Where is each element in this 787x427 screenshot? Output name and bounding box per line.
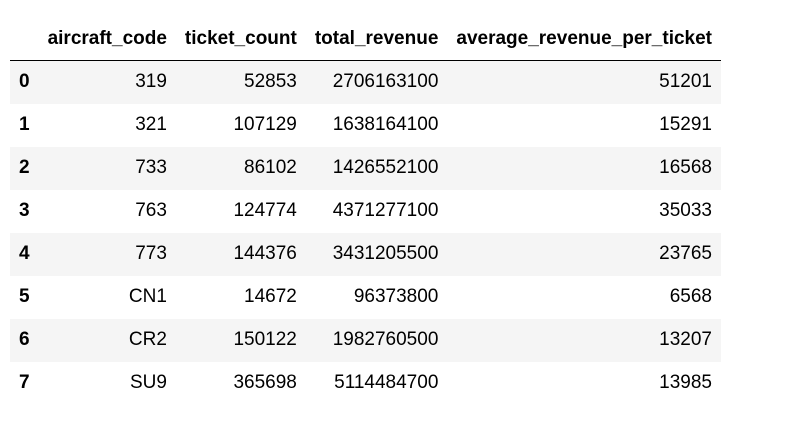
cell-ticket-count: 124774 [233,200,297,221]
header-row: aircraft_code ticket_count total_revenue… [10,17,721,61]
table-row: 4 773 144376 3431205500 23765 [10,232,721,276]
cell-total-revenue: 96373800 [353,286,439,307]
cell-average-revenue-per-ticket: 16568 [659,157,712,178]
cell-total-revenue: 2706163100 [332,71,439,93]
cell-average-revenue-per-ticket: 13207 [659,329,712,350]
cell-ticket-count: 14672 [244,286,297,307]
cell-aircraft-code: CN1 [128,286,167,307]
row-index: 6 [19,329,30,350]
cell-aircraft-code: SU9 [129,372,167,393]
cell-aircraft-code: 763 [135,200,167,221]
cell-total-revenue: 1638164100 [332,114,439,135]
cell-total-revenue: 3431205500 [332,243,439,264]
cell-total-revenue: 1426552100 [332,157,439,178]
row-index: 0 [19,71,30,93]
cell-ticket-count: 107129 [233,114,297,135]
cell-aircraft-code: 321 [135,114,167,135]
table-row: 0 319 52853 2706163100 51201 [10,60,721,104]
cell-average-revenue-per-ticket: 15291 [659,114,712,135]
cell-ticket-count: 144376 [233,243,297,264]
row-index: 4 [19,243,30,264]
cell-aircraft-code: 773 [135,243,167,264]
cell-ticket-count: 365698 [233,372,297,393]
cell-average-revenue-per-ticket: 6568 [669,286,712,307]
index-header [10,17,39,61]
cell-average-revenue-per-ticket: 35033 [659,200,712,221]
cell-aircraft-code: 319 [135,71,167,93]
cell-total-revenue: 4371277100 [332,200,439,221]
cell-aircraft-code: CR2 [128,329,167,350]
cell-average-revenue-per-ticket: 51201 [659,71,712,93]
table-row: 7 SU9 365698 5114484700 13985 [10,361,721,405]
cell-ticket-count: 86102 [244,157,297,178]
row-index: 2 [19,157,30,178]
dataframe-output: aircraft_code ticket_count total_revenue… [10,17,721,405]
table-row: 1 321 107129 1638164100 15291 [10,103,721,147]
dataframe-table: aircraft_code ticket_count total_revenue… [10,17,721,405]
cell-aircraft-code: 733 [135,157,167,178]
column-header-average-revenue-per-ticket: average_revenue_per_ticket [447,17,721,61]
row-index: 1 [19,114,30,135]
cell-ticket-count: 52853 [244,71,297,93]
column-header-aircraft-code: aircraft_code [38,17,176,61]
column-header-total-revenue: total_revenue [305,17,448,61]
cell-ticket-count: 150122 [233,329,297,350]
row-index: 7 [19,372,30,393]
table-row: 5 CN1 14672 96373800 6568 [10,275,721,319]
cell-average-revenue-per-ticket: 13985 [659,372,712,393]
cell-total-revenue: 1982760500 [332,329,439,350]
cell-total-revenue: 5114484700 [334,372,439,393]
column-header-ticket-count: ticket_count [175,17,306,61]
table-row: 6 CR2 150122 1982760500 13207 [10,318,721,362]
row-index: 5 [19,286,30,307]
table-row: 2 733 86102 1426552100 16568 [10,146,721,190]
row-index: 3 [19,200,30,221]
table-row: 3 763 124774 4371277100 35033 [10,189,721,233]
cell-average-revenue-per-ticket: 23765 [659,243,712,264]
